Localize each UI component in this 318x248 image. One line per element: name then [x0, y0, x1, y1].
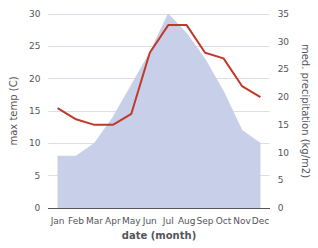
svg-text:0: 0	[35, 203, 41, 213]
svg-text:med. precipitation (kg/m2): med. precipitation (kg/m2)	[300, 44, 311, 178]
svg-text:5: 5	[278, 175, 284, 185]
svg-text:Jan: Jan	[50, 216, 65, 226]
svg-text:Nov: Nov	[233, 216, 251, 226]
svg-text:30: 30	[29, 9, 41, 19]
svg-text:Feb: Feb	[68, 216, 84, 226]
svg-text:35: 35	[278, 9, 289, 19]
svg-text:30: 30	[278, 37, 290, 47]
svg-text:Apr: Apr	[105, 216, 121, 226]
svg-text:10: 10	[278, 148, 290, 158]
svg-text:May: May	[122, 216, 141, 226]
svg-text:Jul: Jul	[162, 216, 174, 226]
svg-text:15: 15	[278, 120, 289, 130]
svg-text:Aug: Aug	[178, 216, 196, 226]
svg-text:Sep: Sep	[197, 216, 214, 226]
svg-text:10: 10	[29, 138, 41, 148]
svg-text:date (month): date (month)	[122, 230, 196, 241]
svg-text:max temp (C): max temp (C)	[8, 76, 19, 145]
svg-text:0: 0	[278, 203, 284, 213]
svg-text:5: 5	[35, 171, 41, 181]
svg-text:Mar: Mar	[86, 216, 103, 226]
svg-text:Oct: Oct	[216, 216, 232, 226]
svg-text:15: 15	[29, 106, 40, 116]
svg-text:20: 20	[29, 74, 41, 84]
svg-text:Jun: Jun	[142, 216, 157, 226]
svg-text:25: 25	[29, 41, 40, 51]
svg-text:Dec: Dec	[252, 216, 269, 226]
svg-text:25: 25	[278, 64, 289, 74]
svg-text:20: 20	[278, 92, 290, 102]
